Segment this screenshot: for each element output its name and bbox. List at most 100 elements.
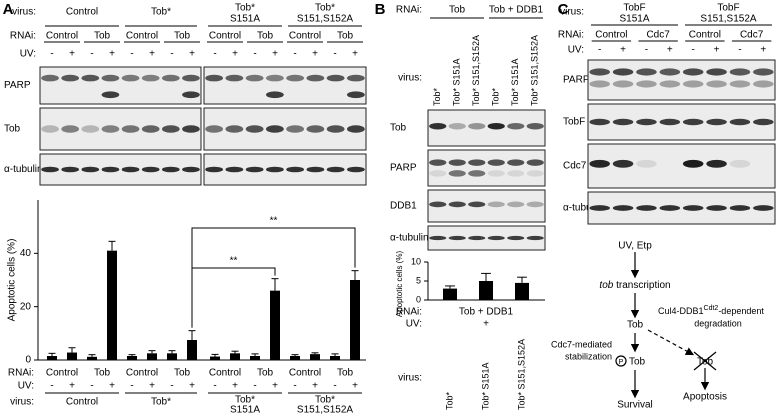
band bbox=[265, 166, 284, 173]
degradation-word: degradation bbox=[694, 318, 742, 328]
band bbox=[265, 125, 284, 133]
uv: - bbox=[213, 381, 216, 392]
band bbox=[429, 235, 447, 241]
uv: - bbox=[213, 49, 216, 60]
row-label: virus: bbox=[10, 397, 34, 408]
band bbox=[429, 170, 447, 177]
virus: Tob* S151A bbox=[510, 58, 520, 106]
blot bbox=[587, 59, 776, 101]
band bbox=[101, 74, 120, 82]
band bbox=[326, 74, 345, 82]
ligase: Cul4-DDB1 bbox=[658, 306, 704, 316]
band bbox=[753, 80, 774, 88]
band bbox=[589, 205, 610, 211]
blot-label: PARP bbox=[563, 75, 590, 86]
band bbox=[753, 68, 774, 76]
significance-bracket bbox=[191, 267, 276, 328]
band bbox=[682, 159, 704, 168]
band bbox=[448, 170, 466, 177]
bar bbox=[479, 281, 493, 300]
row-label: virus: bbox=[398, 73, 422, 84]
uv: - bbox=[90, 381, 93, 392]
rnai: Control bbox=[126, 31, 158, 42]
y-tick-label: 10 bbox=[411, 256, 421, 266]
rnai: Tob bbox=[449, 5, 466, 16]
band bbox=[706, 118, 727, 126]
rnai: Control bbox=[289, 31, 321, 42]
rnai: Tob bbox=[337, 31, 354, 42]
band bbox=[182, 166, 200, 173]
band bbox=[346, 125, 365, 133]
band bbox=[161, 166, 180, 173]
blot bbox=[203, 66, 367, 105]
virus: Tob* bbox=[315, 3, 335, 14]
band bbox=[161, 74, 180, 82]
panel-label: B bbox=[375, 1, 386, 18]
band bbox=[326, 125, 345, 133]
band bbox=[636, 205, 657, 211]
virus: Tob* S151A bbox=[452, 58, 462, 106]
band bbox=[487, 122, 505, 130]
band bbox=[448, 159, 466, 166]
stabilization: stabilization bbox=[565, 351, 612, 361]
band bbox=[101, 91, 120, 99]
band bbox=[507, 201, 525, 208]
uv: - bbox=[90, 49, 93, 60]
survival: Survival bbox=[617, 400, 653, 411]
band bbox=[526, 159, 544, 166]
uv: + bbox=[109, 381, 115, 392]
band bbox=[101, 166, 120, 173]
uv: - bbox=[50, 49, 53, 60]
uv: - bbox=[333, 381, 336, 392]
uv: - bbox=[253, 49, 256, 60]
blot-label: PARP bbox=[4, 80, 31, 91]
uv: - bbox=[130, 381, 133, 392]
virus: S151,S152A bbox=[297, 405, 353, 414]
band bbox=[706, 80, 727, 88]
rnai: Control bbox=[209, 31, 241, 42]
band bbox=[429, 122, 447, 130]
uv: - bbox=[130, 49, 133, 60]
band bbox=[526, 170, 544, 177]
blot-label: PARP bbox=[390, 163, 417, 174]
row-label: RNAi: bbox=[8, 368, 34, 379]
rnai: Tob bbox=[174, 368, 191, 379]
rnai: Control bbox=[689, 30, 721, 41]
virus: Tob* bbox=[315, 395, 335, 406]
band bbox=[448, 122, 466, 130]
band bbox=[487, 201, 505, 208]
band bbox=[612, 80, 634, 88]
phospho-protein: Tob bbox=[629, 357, 646, 368]
band bbox=[468, 159, 486, 166]
rnai: Control bbox=[46, 368, 78, 379]
y-axis-label: Apoptotic cells (%) bbox=[7, 239, 18, 322]
band bbox=[265, 74, 284, 82]
blot-label: Tob bbox=[390, 123, 407, 134]
band bbox=[41, 74, 59, 82]
blot-label: α-tubulin bbox=[563, 203, 602, 214]
band bbox=[346, 74, 365, 82]
blot-label: α-tubulin bbox=[390, 233, 429, 244]
band bbox=[589, 159, 610, 168]
uv: + bbox=[667, 45, 673, 56]
band bbox=[429, 201, 447, 208]
blot bbox=[427, 109, 546, 147]
row-label: RNAi: bbox=[396, 307, 422, 318]
dashed-arrow bbox=[647, 329, 695, 356]
band bbox=[636, 80, 657, 88]
significance-bracket bbox=[191, 227, 356, 328]
bar bbox=[187, 340, 197, 360]
uv: + bbox=[69, 49, 75, 60]
band bbox=[659, 205, 681, 211]
band bbox=[265, 91, 284, 99]
band bbox=[326, 166, 345, 173]
virus: TobF bbox=[623, 3, 645, 14]
band bbox=[507, 159, 525, 166]
band bbox=[205, 166, 224, 173]
rnai: Tob bbox=[174, 31, 191, 42]
bar bbox=[270, 290, 280, 360]
virus: Tob* bbox=[151, 7, 171, 18]
band bbox=[346, 91, 365, 99]
virus: Tob* bbox=[151, 397, 171, 408]
virus: Control bbox=[66, 397, 98, 408]
